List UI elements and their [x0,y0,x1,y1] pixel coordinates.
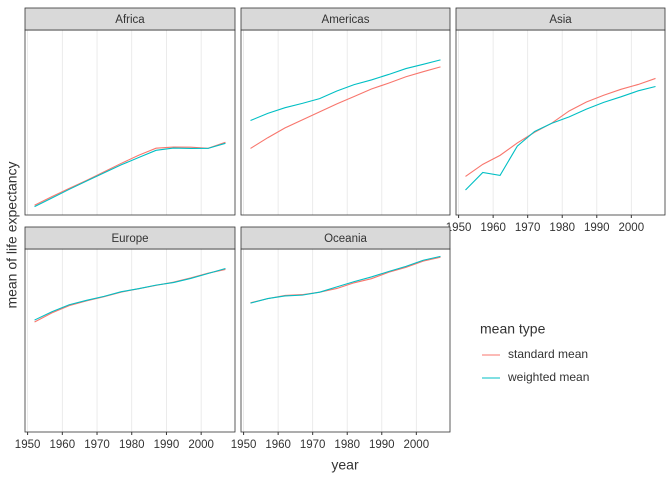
x-tick-label: 1970 [300,439,326,451]
panel-background [241,30,450,215]
legend-label: weighted mean [507,370,589,384]
x-axis-title: year [331,457,359,473]
x-tick-label: 1980 [549,222,575,234]
series-line [250,59,441,122]
x-tick-label: 1960 [50,439,76,451]
strip [24,7,236,31]
strip [455,7,666,31]
series-line [34,267,226,321]
panel-background [25,249,235,432]
x-tick-label: 1950 [446,222,472,234]
strip [240,226,451,250]
series-line [465,85,656,191]
x-tick-label: 1990 [584,222,610,234]
x-tick-label: 1980 [334,439,360,451]
strip-label: Europe [111,233,148,245]
legend-title: mean type [480,321,546,337]
x-tick-label: 2000 [188,439,214,451]
panel-background [456,30,665,215]
series-line [34,142,226,208]
strip [240,7,451,31]
strip-label: Asia [549,14,572,26]
legend-label: standard mean [508,347,588,361]
panel-background [25,30,235,215]
x-tick-label: 1960 [265,439,291,451]
x-tick-label: 1950 [231,439,257,451]
x-tick-label: 2000 [404,439,430,451]
x-tick-label: 1980 [119,439,145,451]
series-line [250,255,441,304]
x-tick-label: 1990 [369,439,395,451]
strip [24,226,236,250]
x-tick-label: 1960 [480,222,506,234]
series-line [465,77,656,177]
x-tick-label: 1970 [515,222,541,234]
y-axis-title: mean of life expectancy [4,161,20,308]
x-tick-label: 1950 [15,439,41,451]
strip-label: Oceania [324,233,367,245]
x-tick-label: 1990 [154,439,180,451]
series-line [34,141,226,206]
strip-label: Americas [322,14,370,26]
panel-background [241,249,450,432]
x-tick-label: 1970 [84,439,110,451]
strip-label: Africa [115,14,145,26]
series-line [250,66,441,149]
x-tick-label: 2000 [619,222,645,234]
